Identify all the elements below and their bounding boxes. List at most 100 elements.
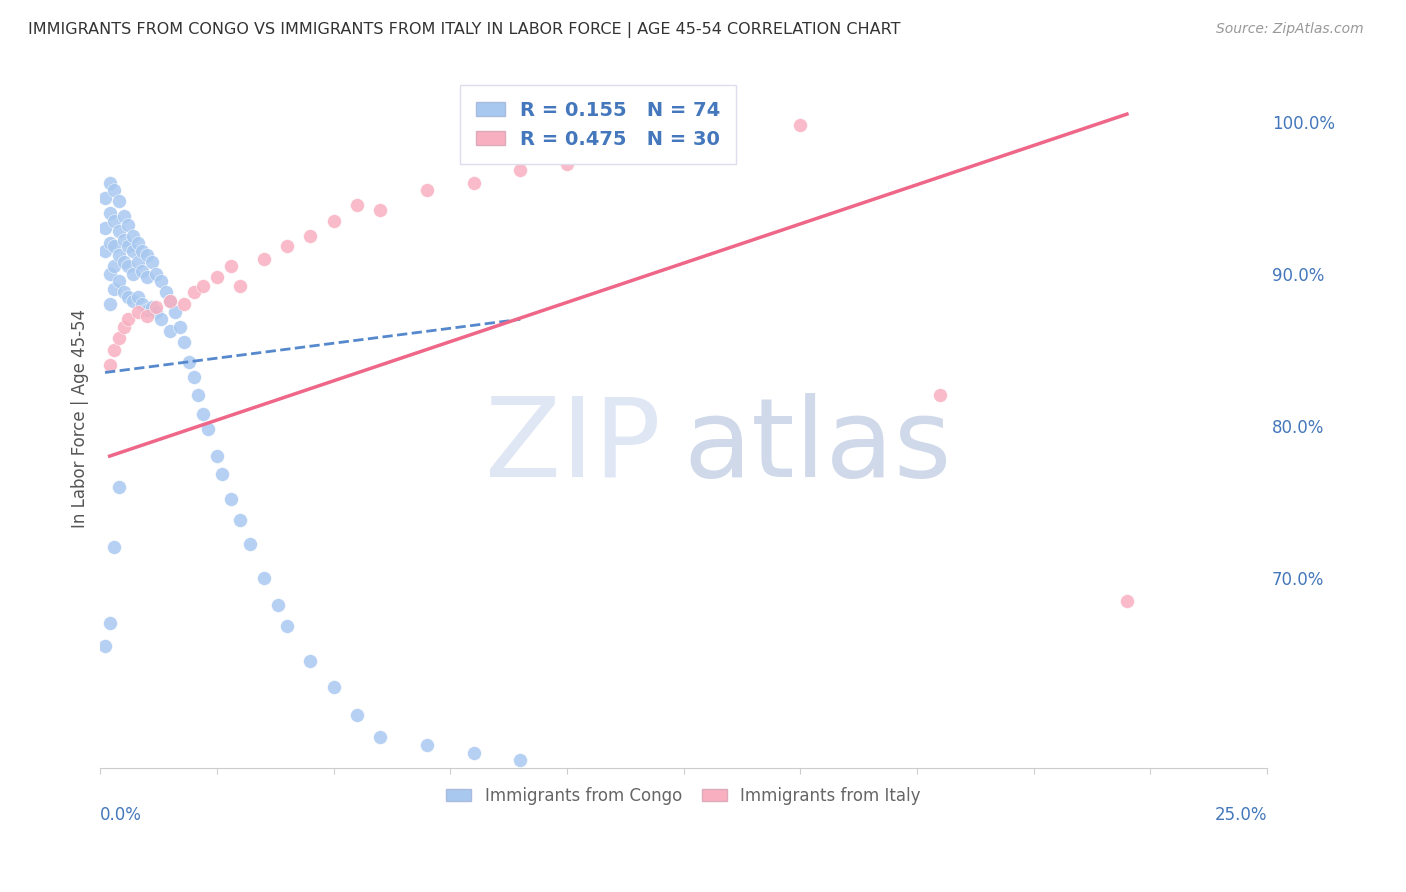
Point [122, 294, 145, 309]
Point [159, 294, 181, 309]
Point [117, 239, 139, 253]
Point [127, 254, 149, 268]
Point [103, 213, 125, 227]
Point [187, 388, 209, 402]
Point [136, 269, 159, 284]
Point [229, 278, 252, 293]
Point [131, 263, 153, 277]
Point [211, 467, 233, 482]
Point [108, 224, 131, 238]
Point [191, 278, 214, 293]
Point [145, 304, 167, 318]
Point [145, 267, 167, 281]
Point [929, 388, 952, 402]
Point [122, 244, 145, 258]
Point [131, 297, 153, 311]
Point [197, 422, 219, 436]
Text: atlas: atlas [683, 392, 952, 500]
Point [346, 707, 368, 722]
Point [159, 325, 181, 339]
Point [108, 330, 131, 344]
Point [141, 300, 163, 314]
Point [253, 252, 276, 266]
Point [127, 236, 149, 251]
Point [229, 513, 252, 527]
Point [141, 254, 163, 268]
Point [276, 619, 298, 633]
Point [463, 746, 485, 760]
Point [98, 206, 121, 220]
Point [276, 239, 298, 253]
Point [150, 274, 173, 288]
Point [183, 370, 205, 384]
Point [136, 303, 159, 318]
Text: Source: ZipAtlas.com: Source: ZipAtlas.com [1216, 22, 1364, 37]
Point [299, 654, 322, 668]
Point [602, 148, 624, 162]
Point [94, 244, 117, 258]
Point [103, 343, 125, 357]
Point [191, 407, 214, 421]
Point [789, 118, 811, 132]
Point [94, 191, 117, 205]
Point [112, 209, 135, 223]
Point [177, 355, 200, 369]
Point [98, 358, 121, 372]
Point [112, 233, 135, 247]
Point [122, 267, 145, 281]
Point [98, 176, 121, 190]
Point [368, 202, 391, 217]
Point [346, 198, 368, 212]
Point [103, 183, 125, 197]
Point [163, 304, 186, 318]
Point [169, 319, 191, 334]
Point [103, 541, 125, 555]
Point [150, 312, 173, 326]
Point [94, 221, 117, 235]
Text: 25.0%: 25.0% [1215, 806, 1267, 824]
Point [368, 731, 391, 745]
Point [322, 680, 344, 694]
Legend: Immigrants from Congo, Immigrants from Italy: Immigrants from Congo, Immigrants from I… [440, 780, 928, 812]
Point [239, 537, 262, 551]
Point [103, 239, 125, 253]
Point [173, 335, 195, 350]
Point [205, 449, 228, 463]
Point [155, 285, 177, 299]
Point [219, 259, 242, 273]
Point [117, 218, 139, 232]
Point [108, 479, 131, 493]
Point [219, 491, 242, 506]
Point [112, 254, 135, 268]
Point [98, 236, 121, 251]
Point [136, 248, 159, 262]
Point [1116, 593, 1139, 607]
Point [112, 319, 135, 334]
Point [253, 571, 276, 585]
Point [122, 228, 145, 243]
Point [322, 213, 344, 227]
Point [112, 285, 135, 299]
Point [131, 244, 153, 258]
Point [108, 248, 131, 262]
Point [117, 289, 139, 303]
Point [127, 304, 149, 318]
Point [173, 297, 195, 311]
Point [183, 285, 205, 299]
Point [416, 738, 439, 752]
Text: IMMIGRANTS FROM CONGO VS IMMIGRANTS FROM ITALY IN LABOR FORCE | AGE 45-54 CORREL: IMMIGRANTS FROM CONGO VS IMMIGRANTS FROM… [28, 22, 901, 38]
Point [98, 267, 121, 281]
Point [266, 598, 288, 612]
Point [205, 269, 228, 284]
Y-axis label: In Labor Force | Age 45-54: In Labor Force | Age 45-54 [72, 309, 89, 527]
Point [127, 289, 149, 303]
Point [650, 133, 672, 147]
Text: 0.0%: 0.0% [100, 806, 142, 824]
Point [145, 300, 167, 314]
Point [555, 157, 578, 171]
Point [108, 194, 131, 208]
Text: ZIP: ZIP [485, 392, 661, 500]
Point [159, 294, 181, 309]
Point [98, 616, 121, 631]
Point [108, 274, 131, 288]
